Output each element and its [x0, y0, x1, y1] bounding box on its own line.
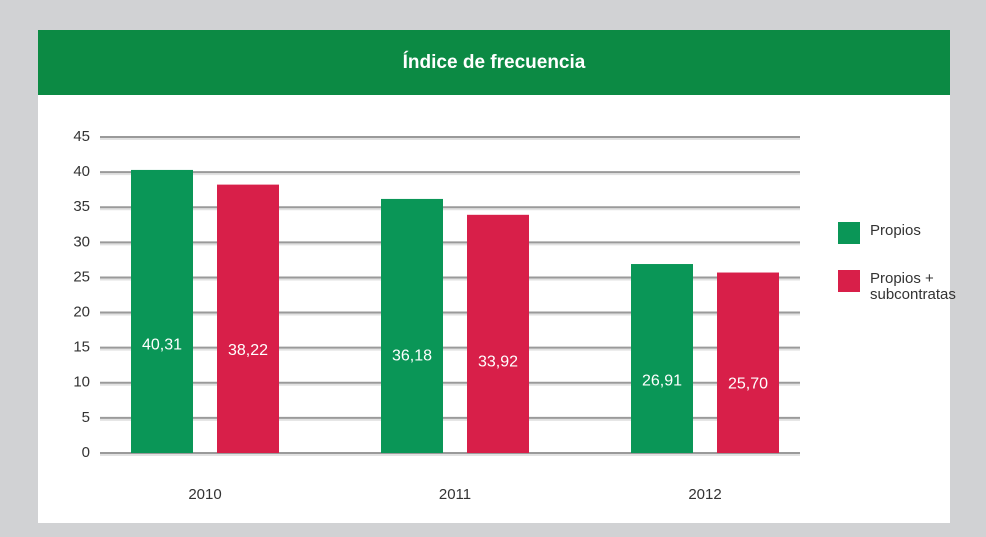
y-tick-label: 15 [73, 339, 90, 356]
y-tick-label: 25 [73, 268, 90, 285]
value-label: 36,18 [392, 348, 432, 365]
legend-swatch [838, 222, 860, 244]
value-label: 26,91 [642, 372, 682, 389]
y-tick-label: 10 [73, 374, 90, 391]
bar [131, 169, 193, 454]
x-tick-label: 2011 [439, 486, 471, 503]
chart-title: Índice de frecuencia [38, 30, 950, 95]
value-label: 33,92 [478, 354, 518, 371]
legend-label: Propios [870, 222, 921, 239]
bar [381, 198, 443, 453]
y-tick-label: 5 [82, 409, 90, 426]
bar [217, 184, 279, 454]
bar [467, 214, 529, 453]
value-label: 38,22 [228, 342, 268, 359]
legend-swatch [838, 270, 860, 292]
value-label: 40,31 [142, 337, 182, 354]
legend-label: Propios + subcontratas [870, 270, 956, 303]
y-tick-label: 40 [73, 163, 90, 180]
bar [717, 272, 779, 453]
x-tick-label: 2010 [188, 486, 221, 503]
y-tick-label: 20 [73, 304, 90, 321]
y-tick-label: 45 [73, 128, 90, 145]
y-tick-label: 30 [73, 233, 90, 250]
y-tick-label: 35 [73, 198, 90, 215]
y-tick-label: 0 [82, 444, 90, 461]
bar [631, 264, 693, 453]
x-tick-label: 2012 [688, 486, 721, 503]
value-label: 25,70 [728, 376, 768, 393]
